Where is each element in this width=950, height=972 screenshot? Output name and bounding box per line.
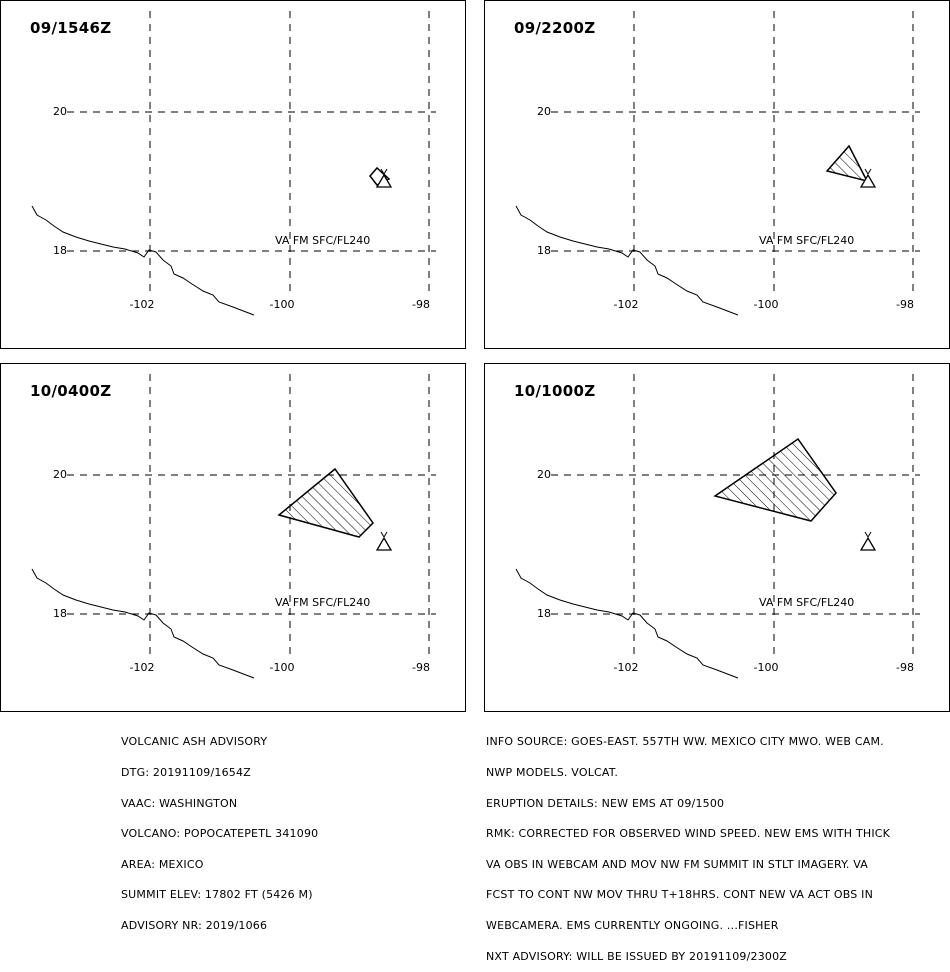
lon-label-100: -100 [269,298,295,311]
remarks-line: ERUPTION DETAILS: NEW EMS AT 09/1500 [486,796,725,810]
coastline [31,205,255,316]
volcano-icon [375,168,393,188]
advisory-header-block: VOLCANIC ASH ADVISORY DTG: 20191109/1654… [121,717,318,941]
advisory-line: SUMMIT ELEV: 17802 FT (5426 M) [121,888,313,902]
remarks-line: INFO SOURCE: GOES-EAST. 557TH WW. MEXICO… [486,735,884,749]
grid-lines [551,11,920,291]
remarks-line: RMK: CORRECTED FOR OBSERVED WIND SPEED. … [486,827,891,841]
coastline [31,568,255,679]
lon-label-102: -102 [129,298,155,311]
lat-label-18: 18 [53,607,67,620]
lon-label-98: -98 [896,661,914,674]
lon-label-98: -98 [896,298,914,311]
lat-label-18: 18 [537,607,551,620]
grid-lines [67,11,436,291]
va-level-label: VA FM SFC/FL240 [275,234,371,247]
advisory-line: VOLCANO: POPOCATEPETL 341090 [121,827,319,841]
map-graphic [515,374,920,679]
ash-cloud-polygon [825,144,869,183]
map-panel-2: 09/2200Z 20 18 -102 -100 -98 VA FM SFC/F… [484,0,950,349]
lon-label-100: -100 [753,661,779,674]
lon-label-102: -102 [129,661,155,674]
ash-cloud-polygon [369,166,391,186]
map-graphic [31,374,436,679]
remarks-line: NXT ADVISORY: WILL BE ISSUED BY 20191109… [486,949,788,963]
panel-title: 09/1546Z [30,19,112,37]
panel-title: 10/0400Z [30,382,112,400]
volcano-icon [859,168,877,188]
advisory-line: VOLCANIC ASH ADVISORY [121,735,268,749]
advisory-line: AREA: MEXICO [121,857,204,871]
map-graphic [515,11,920,316]
va-level-label: VA FM SFC/FL240 [759,234,855,247]
lat-label-18: 18 [537,244,551,257]
ash-cloud-polygon [277,467,374,538]
va-level-label: VA FM SFC/FL240 [275,596,371,609]
remarks-line: FCST TO CONT NW MOV THRU T+18HRS. CONT N… [486,888,874,902]
lon-label-100: -100 [753,298,779,311]
coastline [515,568,739,679]
map-panel-4: 10/1000Z 20 18 -102 -100 -98 VA FM SFC/F… [484,363,950,712]
coastline [515,205,739,316]
map-panel-1: 09/1546Z 20 18 -102 -100 -98 VA FM SFC/F… [0,0,466,349]
lat-label-20: 20 [53,105,67,118]
remarks-line: NWP MODELS. VOLCAT. [486,766,619,780]
advisory-line: DTG: 20191109/1654Z [121,766,251,780]
advisory-line: ADVISORY NR: 2019/1066 [121,919,268,933]
lon-label-102: -102 [613,298,639,311]
va-level-label: VA FM SFC/FL240 [759,596,855,609]
grid-lines [551,374,920,654]
lat-label-20: 20 [537,105,551,118]
volcano-icon [375,531,393,551]
remarks-line: WEBCAMERA. EMS CURRENTLY ONGOING. ...FIS… [486,919,779,933]
volcano-icon [859,531,877,551]
remarks-line: VA OBS IN WEBCAM AND MOV NW FM SUMMIT IN… [486,857,868,871]
ash-cloud-polygon [713,437,837,522]
lon-label-100: -100 [269,661,295,674]
panel-title: 10/1000Z [514,382,596,400]
lon-label-98: -98 [412,298,430,311]
lat-label-20: 20 [537,468,551,481]
advisory-line: VAAC: WASHINGTON [121,796,238,810]
lat-label-18: 18 [53,244,67,257]
grid-lines [67,374,436,654]
lon-label-102: -102 [613,661,639,674]
lon-label-98: -98 [412,661,430,674]
map-panel-3: 10/0400Z 20 18 -102 -100 -98 VA FM SFC/F… [0,363,466,712]
panel-title: 09/2200Z [514,19,596,37]
advisory-remarks-block: INFO SOURCE: GOES-EAST. 557TH WW. MEXICO… [486,717,890,972]
lat-label-20: 20 [53,468,67,481]
map-graphic [31,11,436,316]
